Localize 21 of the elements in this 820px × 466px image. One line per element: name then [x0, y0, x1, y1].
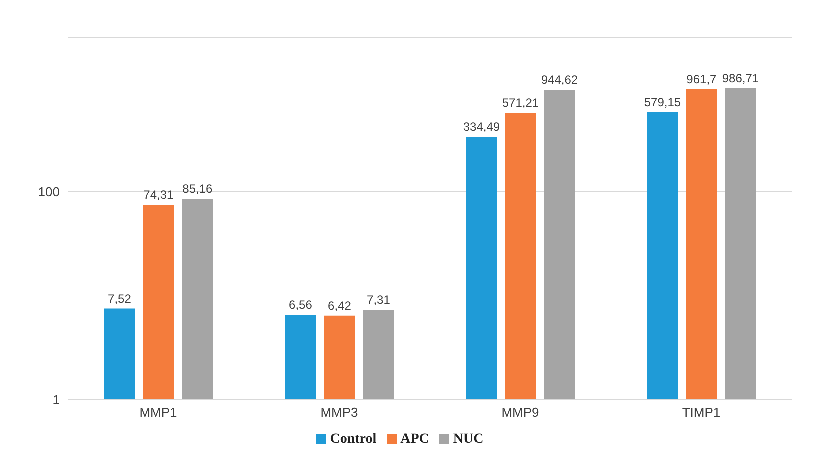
data-label: 579,15 — [644, 95, 682, 110]
data-label: 7,31 — [367, 293, 391, 308]
data-label: 6,42 — [328, 298, 352, 313]
legend-label: NUC — [453, 432, 484, 447]
x-tick-label: MMP9 — [502, 405, 540, 420]
data-label: 944,62 — [541, 73, 578, 88]
x-tick-label: TIMP1 — [682, 405, 721, 420]
x-tick-label: MMP1 — [140, 405, 178, 420]
data-label: 74,31 — [144, 188, 174, 202]
legend-label: APC — [400, 432, 430, 447]
y-tick-label: 100 — [38, 184, 60, 200]
legend-label: Control — [330, 432, 377, 447]
data-label: 571,21 — [502, 96, 540, 110]
x-tick-label: MMP3 — [320, 405, 358, 420]
data-label: 334,49 — [463, 120, 500, 134]
data-label: 85,16 — [182, 182, 214, 196]
data-label: 961,7 — [686, 72, 718, 86]
data-label: 7,52 — [108, 292, 132, 306]
data-label: 6,56 — [289, 298, 313, 312]
y-tick-label: 1 — [52, 392, 60, 408]
data-label: 986,71 — [722, 71, 760, 86]
